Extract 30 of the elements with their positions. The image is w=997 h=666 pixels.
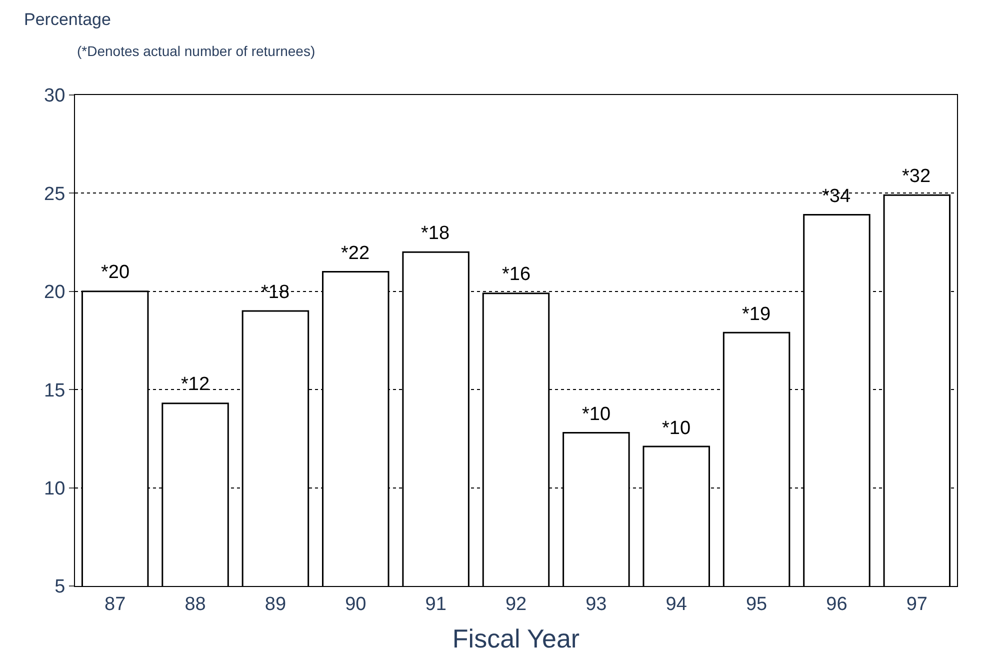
annotation: *22 bbox=[341, 243, 370, 264]
y-tick-label: 20 bbox=[44, 282, 66, 304]
annotation: *20 bbox=[101, 262, 130, 283]
x-axis-title: Fiscal Year bbox=[452, 624, 580, 654]
y-tick-label: 5 bbox=[54, 576, 66, 598]
x-tick-label: 95 bbox=[746, 594, 768, 615]
x-tick-label: 93 bbox=[586, 594, 607, 615]
x-tick-label: 94 bbox=[666, 594, 688, 615]
y-tick-label: 25 bbox=[44, 184, 66, 205]
annotation: *18 bbox=[261, 282, 290, 303]
x-tick-label: 96 bbox=[826, 594, 848, 615]
annotation: *34 bbox=[822, 186, 851, 207]
x-tick-label: 90 bbox=[345, 594, 366, 615]
x-tick-label: 97 bbox=[906, 594, 928, 615]
annotation: *10 bbox=[662, 418, 691, 439]
annotation: *19 bbox=[742, 304, 771, 325]
x-tick-label: 91 bbox=[425, 594, 446, 615]
x-tick-label: 92 bbox=[505, 594, 527, 615]
x-tick-label: 89 bbox=[264, 594, 286, 615]
x-tick-label: 88 bbox=[184, 594, 206, 615]
chart-subtitle: (*Denotes actual number of returnees) bbox=[77, 43, 316, 59]
y-tick-label: 15 bbox=[44, 380, 66, 402]
y-tick-label: 30 bbox=[44, 86, 66, 107]
annotation: *16 bbox=[502, 264, 531, 285]
annotation: *32 bbox=[902, 166, 931, 187]
y-axis-title: Percentage bbox=[24, 10, 111, 29]
annotation: *18 bbox=[421, 223, 450, 244]
annotation: *10 bbox=[582, 404, 611, 425]
y-tick-label: 10 bbox=[44, 478, 66, 500]
x-tick-label: 87 bbox=[104, 594, 126, 615]
